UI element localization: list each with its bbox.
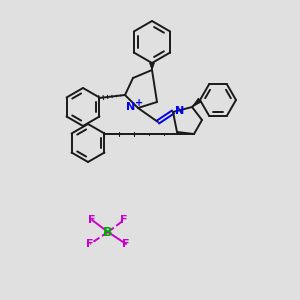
Text: F: F bbox=[88, 215, 96, 225]
Text: F: F bbox=[86, 239, 94, 249]
Text: F: F bbox=[122, 239, 130, 249]
Polygon shape bbox=[192, 98, 202, 107]
Text: F: F bbox=[120, 215, 128, 225]
Text: +: + bbox=[135, 98, 143, 108]
Text: N: N bbox=[176, 106, 184, 116]
Polygon shape bbox=[149, 63, 154, 70]
Text: N: N bbox=[126, 102, 136, 112]
Text: B: B bbox=[103, 226, 113, 238]
